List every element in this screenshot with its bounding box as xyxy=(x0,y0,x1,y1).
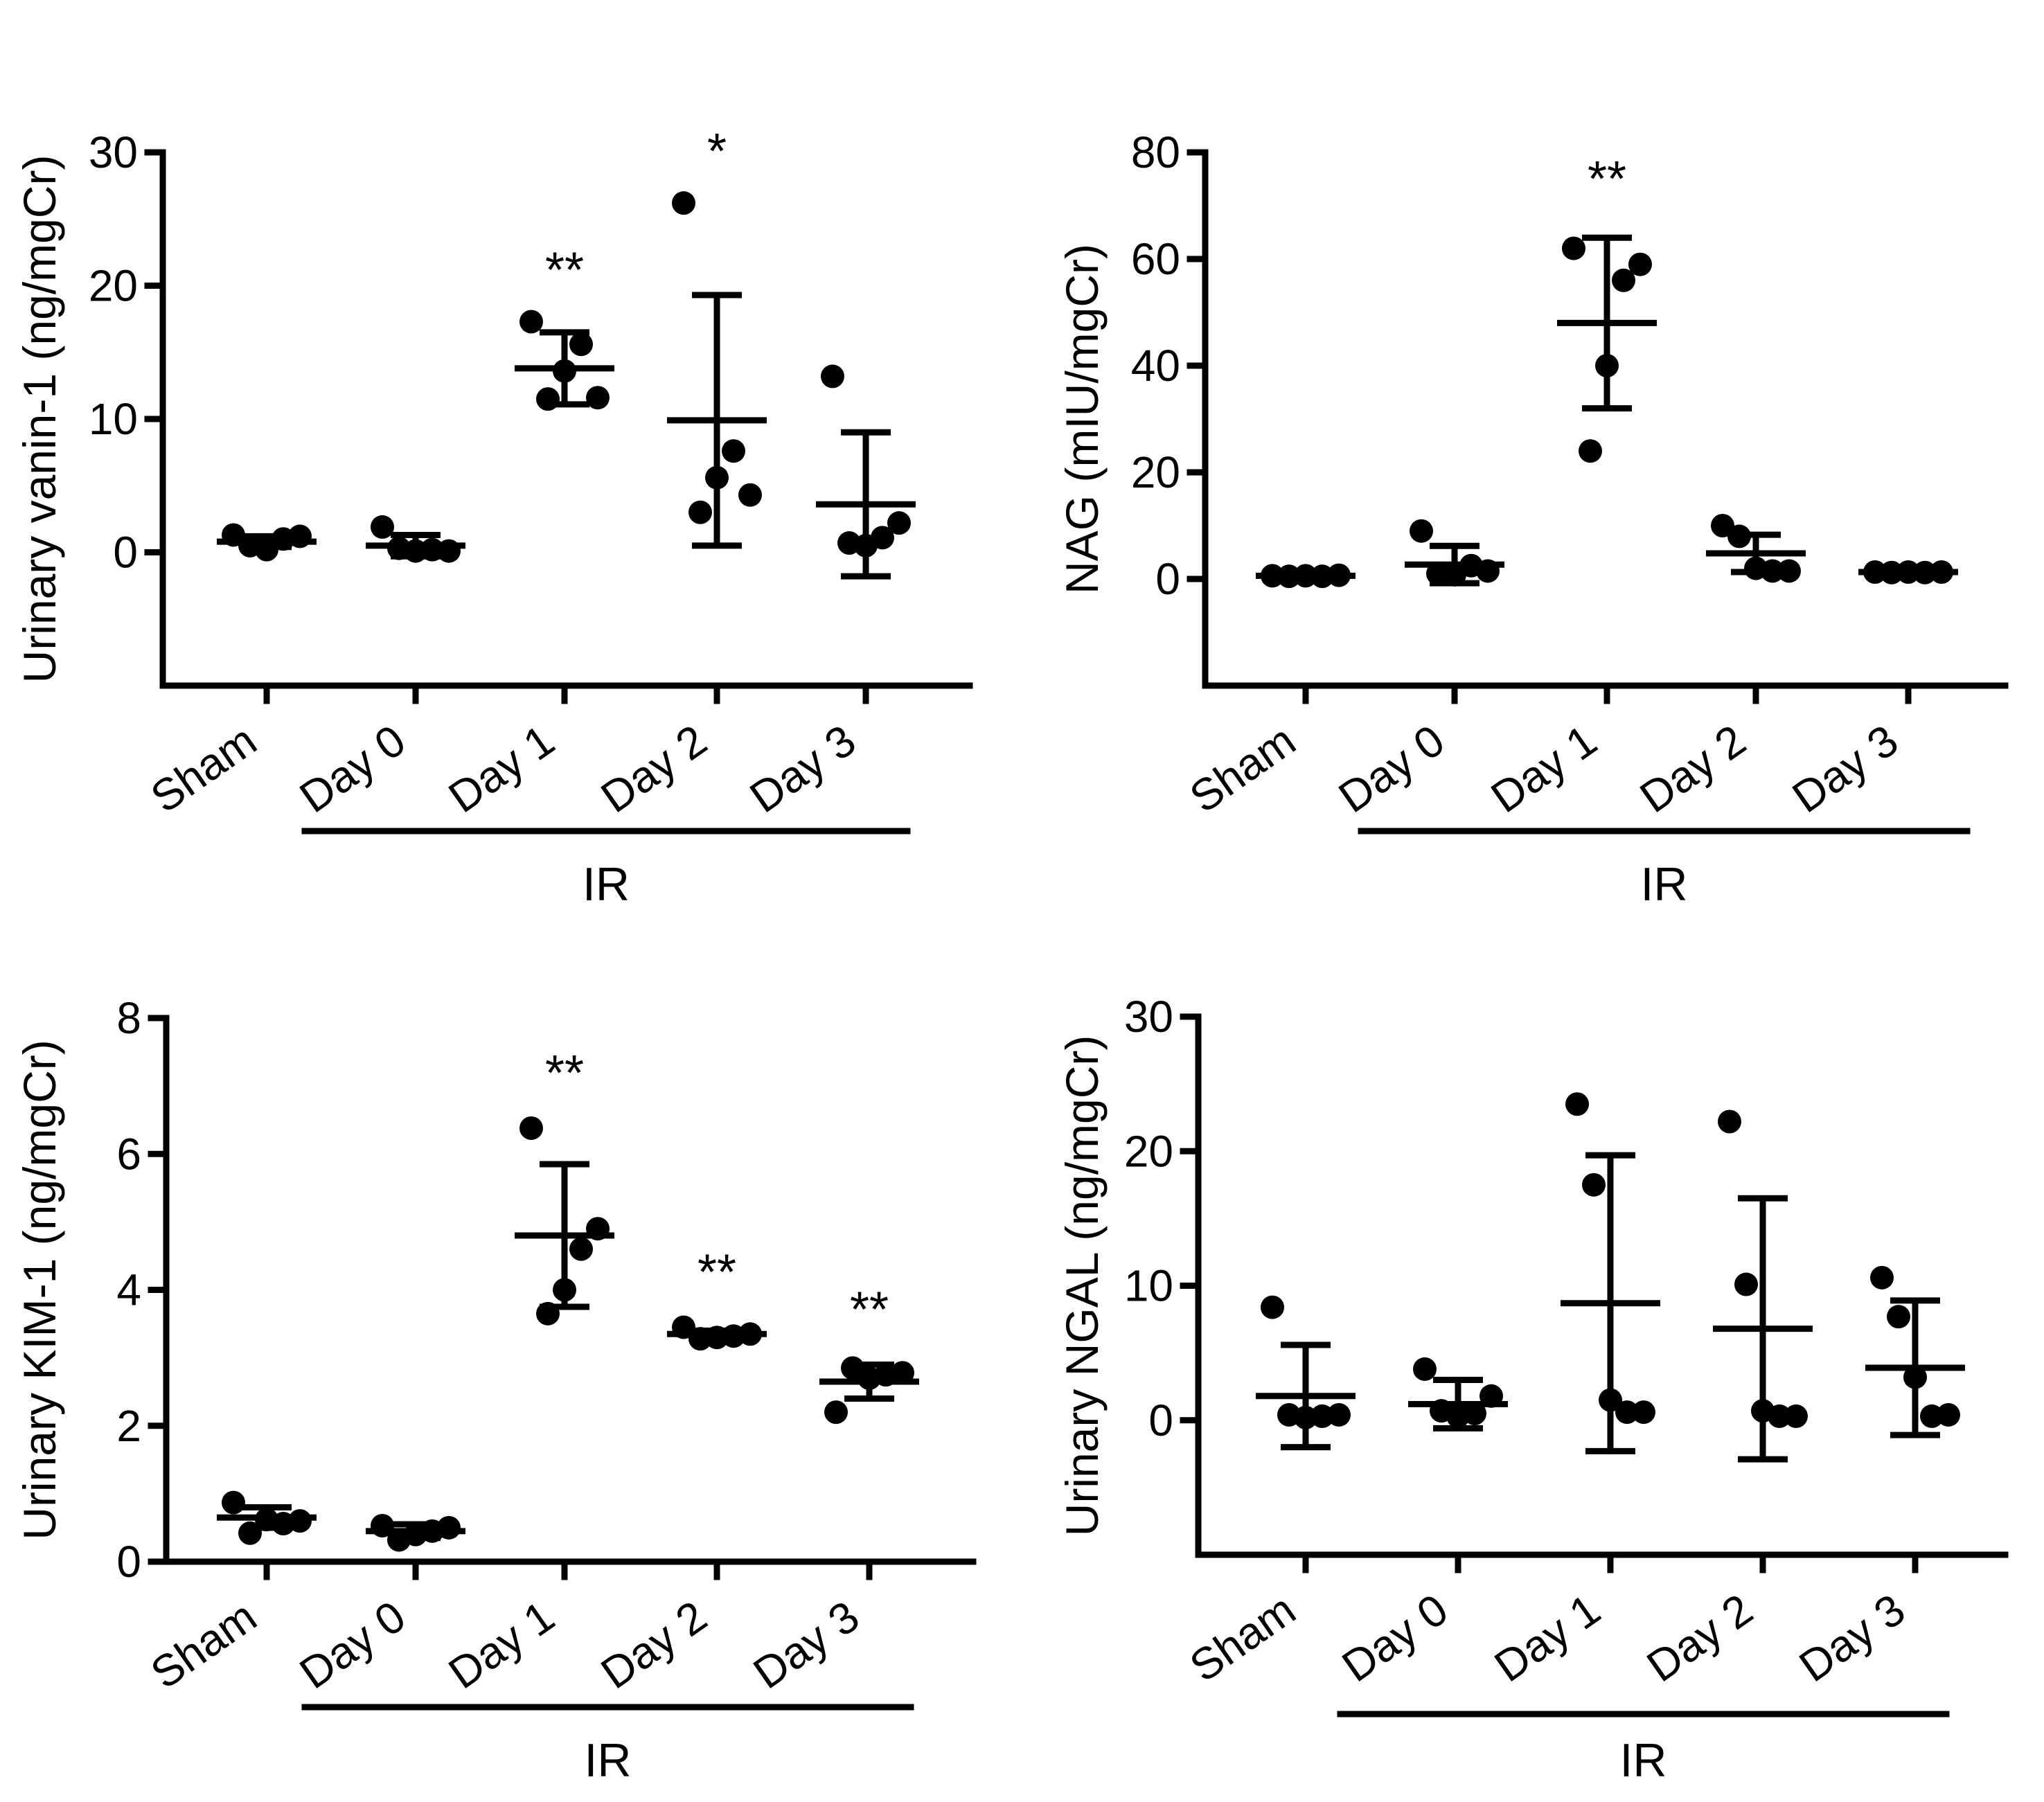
data-point xyxy=(1410,519,1433,543)
x-category-label: Day 0 xyxy=(1330,715,1453,822)
y-tick-label: 30 xyxy=(1124,992,1173,1042)
data-point xyxy=(1870,1265,1894,1290)
data-point xyxy=(437,1515,461,1540)
data-point xyxy=(1718,1109,1741,1134)
data-point xyxy=(1261,1295,1284,1319)
data-point xyxy=(1734,1272,1758,1296)
y-tick-label: 10 xyxy=(1124,1261,1173,1311)
x-category-label: Day 1 xyxy=(440,715,563,822)
data-point xyxy=(1768,1404,1791,1428)
x-category-label: Day 3 xyxy=(741,715,864,822)
data-point xyxy=(1628,252,1652,276)
data-point xyxy=(1327,1402,1351,1427)
data-point xyxy=(1887,1305,1910,1329)
data-point xyxy=(288,1509,312,1533)
data-point xyxy=(569,1237,593,1261)
ngal-panel: 0 10 20 30 Urinary NGAL (ng/mgCr) Sham Day 0 Da… xyxy=(1056,992,2009,1787)
y-axis-title: Urinary vanin-1 (ng/mgCr) xyxy=(14,155,65,684)
significance-label: * xyxy=(707,124,727,179)
y-axis-title: NAG (mIU/mgCr) xyxy=(1056,244,1108,594)
data-point xyxy=(371,515,394,539)
data-point xyxy=(824,1400,848,1425)
group-label: IR xyxy=(583,858,630,911)
data-point xyxy=(1632,1400,1655,1425)
y-tick-label: 20 xyxy=(1124,1126,1173,1176)
data-point xyxy=(586,386,610,410)
group-label: IR xyxy=(585,1734,632,1787)
x-category-label: Day 2 xyxy=(592,1591,716,1698)
data-point xyxy=(887,511,911,535)
data-point xyxy=(1579,439,1602,463)
data-point xyxy=(519,310,543,334)
data-point xyxy=(1463,1402,1486,1426)
x-category-label: Sham xyxy=(1181,715,1304,822)
significance-label: ** xyxy=(697,1245,736,1300)
x-category-label: Day 2 xyxy=(1638,1584,1761,1691)
data-point xyxy=(722,439,745,463)
y-tick-label: 80 xyxy=(1131,127,1180,177)
y-tick-label: 20 xyxy=(1131,447,1180,497)
x-category-label: Day 1 xyxy=(1482,715,1606,822)
data-point xyxy=(1612,268,1635,292)
nag-panel: 0 20 40 60 80 NAG (mIU/mgCr) Sham Day 0 Day 1 ** D… xyxy=(1056,127,2009,911)
y-axis-title: Urinary KIM-1 (ng/mgCr) xyxy=(14,1040,65,1540)
data-point xyxy=(1413,1357,1437,1381)
data-point xyxy=(821,364,844,389)
data-point xyxy=(672,191,695,215)
data-point xyxy=(738,483,762,507)
y-tick-label: 60 xyxy=(1131,234,1180,284)
data-point xyxy=(1777,559,1801,583)
data-point xyxy=(569,332,593,357)
x-category-label: Day 0 xyxy=(291,715,414,822)
y-tick-label: 0 xyxy=(113,528,138,578)
x-category-label: Day 1 xyxy=(440,1591,563,1698)
x-category-label: Day 1 xyxy=(1486,1584,1609,1691)
x-category-label: Day 3 xyxy=(745,1591,868,1698)
x-category-label: Sham xyxy=(1181,1584,1304,1691)
data-point xyxy=(222,1490,245,1515)
y-tick-label: 2 xyxy=(116,1401,141,1451)
x-category-label: Day 3 xyxy=(1784,715,1907,822)
data-point xyxy=(1562,236,1585,260)
data-point xyxy=(871,526,894,550)
significance-label: ** xyxy=(545,1046,584,1101)
group-label: IR xyxy=(1620,1734,1667,1787)
x-category-label: Sham xyxy=(142,715,265,822)
x-category-label: Sham xyxy=(142,1591,265,1698)
data-point xyxy=(688,500,712,524)
data-point xyxy=(1615,1400,1639,1425)
y-tick-label: 0 xyxy=(1148,1395,1173,1445)
y-tick-label: 8 xyxy=(116,993,141,1043)
y-tick-label: 4 xyxy=(116,1265,141,1315)
significance-label: ** xyxy=(850,1282,889,1337)
x-category-label: Day 2 xyxy=(1631,715,1754,822)
y-tick-label: 20 xyxy=(89,261,138,311)
y-tick-label: 6 xyxy=(116,1129,141,1179)
x-category-label: Day 2 xyxy=(592,715,716,822)
y-tick-label: 10 xyxy=(89,394,138,444)
data-point xyxy=(1937,1402,1960,1427)
y-tick-label: 0 xyxy=(116,1537,141,1587)
y-axis-title: Urinary NGAL (ng/mgCr) xyxy=(1056,1035,1108,1537)
significance-label: ** xyxy=(545,242,584,298)
data-point xyxy=(519,1116,543,1140)
data-point xyxy=(1784,1404,1808,1428)
significance-label: ** xyxy=(1588,152,1626,207)
data-point xyxy=(1565,1092,1589,1116)
x-category-label: Day 0 xyxy=(291,1591,414,1698)
x-category-label: Day 0 xyxy=(1333,1584,1457,1691)
y-tick-label: 40 xyxy=(1131,341,1180,391)
data-point xyxy=(1582,1172,1606,1197)
group-label: IR xyxy=(1641,858,1688,911)
y-tick-label: 30 xyxy=(89,127,138,177)
x-category-label: Day 3 xyxy=(1790,1584,1914,1691)
y-tick-label: 0 xyxy=(1155,554,1180,604)
